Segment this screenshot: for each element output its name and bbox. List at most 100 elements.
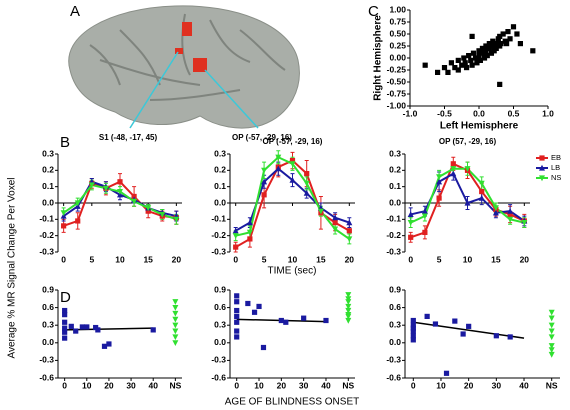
marker xyxy=(505,29,511,35)
marker xyxy=(484,53,490,59)
marker xyxy=(504,41,510,47)
marker xyxy=(497,81,503,87)
marker xyxy=(460,331,466,337)
marker xyxy=(493,45,499,51)
chart-title: OP (-57, -29, 16) xyxy=(263,137,323,146)
marker xyxy=(476,48,482,54)
x-tick-label: 10 xyxy=(463,254,473,264)
x-tick-label: 10 xyxy=(115,254,125,264)
marker xyxy=(464,166,471,172)
marker xyxy=(234,319,240,325)
marker xyxy=(62,335,68,341)
x-tick-label: 20 xyxy=(104,380,114,390)
marker xyxy=(346,228,352,234)
x-tick-label: 0 xyxy=(408,254,413,264)
brain xyxy=(68,5,300,129)
marker xyxy=(464,199,471,206)
marker xyxy=(500,31,506,37)
marker xyxy=(234,313,240,319)
legend-label: LB xyxy=(551,163,560,172)
x-tick-label: 15 xyxy=(143,254,153,264)
marker xyxy=(486,45,492,51)
marker xyxy=(345,299,352,305)
y-tick-label: 0.3 xyxy=(389,319,401,329)
marker xyxy=(289,176,296,183)
x-tick-label: 15 xyxy=(491,254,501,264)
marker xyxy=(172,299,179,305)
marker xyxy=(232,227,239,234)
x-tick-label: 40 xyxy=(148,380,158,390)
marker xyxy=(261,167,268,174)
marker xyxy=(469,33,475,39)
x-tick-label: 0.5 xyxy=(508,108,520,118)
y-tick-label: 0.2 xyxy=(214,165,226,175)
pointer-line xyxy=(204,69,259,129)
y-tick-label: -0.6 xyxy=(386,372,401,382)
marker xyxy=(548,343,555,349)
marker xyxy=(247,236,253,242)
x-tick-label: 20 xyxy=(277,380,287,390)
y-tick-label: 0.3 xyxy=(214,319,226,329)
marker xyxy=(548,351,555,358)
y-tick-label: -0.2 xyxy=(39,230,54,240)
marker xyxy=(507,334,513,340)
x-tick-label: 0 xyxy=(62,380,67,390)
marker xyxy=(463,65,470,71)
brain-label: S1 (-48, -17, 45) xyxy=(99,133,158,142)
x-tick-label: 10 xyxy=(254,380,264,390)
y-tick-label: -0.1 xyxy=(39,214,54,224)
marker xyxy=(422,62,428,68)
panel-label: C xyxy=(368,3,379,20)
marker xyxy=(450,161,456,167)
marker xyxy=(345,296,352,302)
activation xyxy=(175,48,183,54)
y-tick-label: -0.2 xyxy=(386,230,401,240)
marker xyxy=(159,211,166,218)
marker xyxy=(479,188,485,195)
y-tick-label: -0.75 xyxy=(387,88,407,98)
x-axis-label: TIME (sec) xyxy=(268,266,317,277)
marker xyxy=(468,57,474,63)
marker xyxy=(490,38,496,44)
marker xyxy=(345,317,352,324)
marker xyxy=(345,313,352,320)
y-axis-label: Average % MR Signal Change Per Voxel xyxy=(7,177,18,358)
x-tick-label: 0 xyxy=(233,254,238,264)
marker xyxy=(117,179,123,185)
legend-marker xyxy=(539,155,545,161)
marker xyxy=(548,309,555,316)
x-tick-label: 30 xyxy=(492,380,502,390)
marker xyxy=(260,344,267,351)
y-tick-label: 0.6 xyxy=(214,302,226,312)
y-tick-label: 0.1 xyxy=(214,181,226,191)
marker xyxy=(469,62,475,68)
marker xyxy=(530,48,536,54)
marker xyxy=(60,210,67,216)
marker xyxy=(452,65,458,71)
panel: -1.00-0.75-0.50-0.250.000.250.500.751.00… xyxy=(373,4,555,131)
marker xyxy=(497,33,503,39)
marker xyxy=(73,328,79,334)
marker xyxy=(407,211,414,218)
y-tick-label: 0.0 xyxy=(42,197,54,207)
y-tick-label: -0.6 xyxy=(39,372,54,382)
marker xyxy=(507,216,514,223)
activation xyxy=(182,22,192,36)
marker xyxy=(261,192,267,198)
y-tick-label: -0.3 xyxy=(39,355,54,365)
x-tick-label: 30 xyxy=(126,380,136,390)
x-tick-label: 40 xyxy=(321,380,331,390)
marker xyxy=(172,322,179,329)
marker xyxy=(289,161,296,167)
marker xyxy=(459,62,465,68)
marker xyxy=(408,234,414,240)
x-axis-label: Left Hemisphere xyxy=(440,121,519,132)
marker xyxy=(521,220,528,226)
marker xyxy=(483,43,489,49)
marker xyxy=(301,315,307,321)
x-tick-label: -1.0 xyxy=(403,108,418,118)
marker xyxy=(441,65,448,71)
x-tick-label: 5 xyxy=(262,254,267,264)
marker xyxy=(436,174,443,181)
